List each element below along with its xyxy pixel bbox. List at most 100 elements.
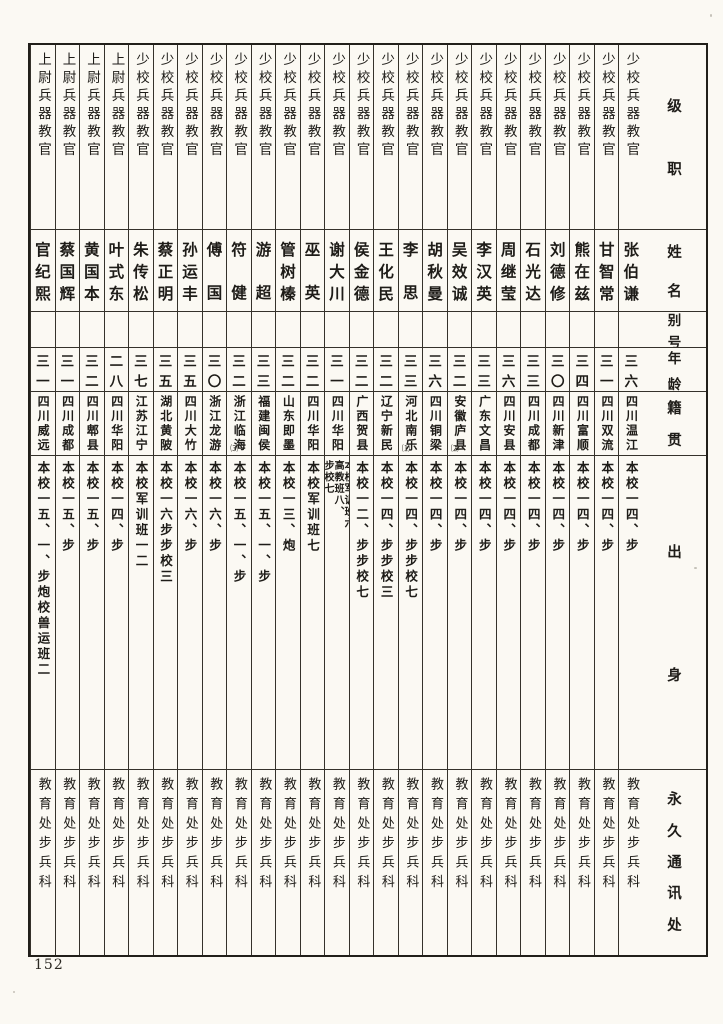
contact-text: 教育处步兵科 xyxy=(84,777,100,894)
rank-cell: 少校兵器教官 xyxy=(619,45,643,230)
rank-text: 少校兵器教官 xyxy=(182,52,199,160)
rank-cell: 少校兵器教官 xyxy=(300,45,325,230)
alias-cell xyxy=(594,312,619,348)
rank-cell: 上尉兵器教官 xyxy=(80,45,104,230)
contact-cell: 教育处步兵科 xyxy=(203,770,227,953)
background-cell: 本校一六、步 xyxy=(178,456,202,770)
native-place-text: 四川双流 xyxy=(600,395,615,453)
contact-text: 教育处步兵科 xyxy=(624,777,640,894)
header-native-place-label: 籍贯 xyxy=(667,401,682,449)
name-cell: 游超 xyxy=(251,230,276,312)
person-name: 叶式东 xyxy=(108,241,125,303)
contact-cell: 教育处步兵科 xyxy=(178,770,202,953)
native-place-text: 四川华阳 xyxy=(109,395,124,453)
header-background-label: 出身 xyxy=(667,544,682,684)
native-place-cell: 四川新津 xyxy=(545,392,570,456)
name-cell: 熊在兹 xyxy=(570,230,594,312)
native-place-text: 四川安县 xyxy=(501,395,516,453)
age-cell: 三二 xyxy=(349,348,374,392)
person-column: 少校兵器教官 石光达 三三 四川成都 本校一四、步 教育处步兵科 xyxy=(520,45,545,955)
person-column: 少校兵器教官 张伯谦 三六 四川温江 本校一四、步 教育处步兵科 xyxy=(618,45,643,955)
person-column: 少校兵器教官 熊在兹 三四 四川富顺 本校一四、步 教育处步兵科 xyxy=(569,45,594,955)
native-place-cell: 广东文昌 xyxy=(472,392,496,456)
background-cell: 本校一六、步 xyxy=(202,456,227,770)
contact-cell: 教育处步兵科 xyxy=(350,770,374,953)
contact-text: 教育处步兵科 xyxy=(526,777,541,894)
person-column: 上尉兵器教官 官纪熙 三一 四川威远 本校一五、一、步炮校兽运班二 教育处步兵科 xyxy=(30,45,55,955)
contact-text: 教育处步兵科 xyxy=(305,777,321,894)
rank-text: 少校兵器教官 xyxy=(280,52,297,160)
person-name: 侯金德 xyxy=(353,241,370,303)
rank-text: 少校兵器教官 xyxy=(353,52,370,160)
person-name: 官纪熙 xyxy=(35,241,51,303)
rank-text: 少校兵器教官 xyxy=(133,52,150,160)
native-place-cell: 四川富顺 xyxy=(570,392,594,456)
age-text: 三三 xyxy=(403,354,418,390)
rank-cell: 少校兵器教官 xyxy=(251,45,276,230)
native-place-text: 四川华阳 xyxy=(330,395,345,453)
background-text: 本校一五、一、步 xyxy=(231,461,247,585)
name-cell: 侯金德 xyxy=(349,230,374,312)
rank-text: 少校兵器教官 xyxy=(206,52,223,160)
rank-cell: 少校兵器教官 xyxy=(521,45,545,230)
name-cell: 巫英 xyxy=(300,230,325,312)
person-name: 管树榛 xyxy=(280,241,296,303)
rank-text: 上尉兵器教官 xyxy=(108,52,125,160)
contact-cell: 教育处步兵科 xyxy=(399,770,423,953)
name-cell: 朱传松 xyxy=(129,230,153,312)
rank-text: 少校兵器教官 xyxy=(623,52,640,160)
contact-text: 教育处步兵科 xyxy=(158,777,174,894)
age-text: 二八 xyxy=(109,354,124,390)
alias-cell xyxy=(349,312,374,348)
contact-cell: 教育处步兵科 xyxy=(595,770,619,953)
background-cell: 本校一五、步 xyxy=(55,456,80,770)
name-cell: 胡秋曼 xyxy=(423,230,447,312)
background-text: 本校一六步步校三 xyxy=(158,461,173,585)
contact-text: 教育处步兵科 xyxy=(60,777,76,894)
rank-text: 少校兵器教官 xyxy=(378,52,395,160)
contact-text: 教育处步兵科 xyxy=(329,777,345,894)
background-cell: 本校一四、步 xyxy=(496,456,521,770)
person-column: 少校兵器教官 蔡正明 三五 湖北黄陂 本校一六步步校三 教育处步兵科 xyxy=(152,45,178,955)
person-column: 少校兵器教官 王化民 三二 辽宁新民 本校一四、步步校三 教育处步兵科 xyxy=(373,45,398,955)
age-cell: 三五 xyxy=(178,348,202,392)
native-place-cell: 四川华阳 xyxy=(104,392,129,456)
rank-cell: 少校兵器教官 xyxy=(276,45,300,230)
background-text: 本校军训班七 xyxy=(305,461,321,554)
native-place-text: 广西贺县 xyxy=(354,395,369,453)
place-footnote-mark: ⑴ xyxy=(401,444,410,453)
background-cell: 本校一二、步步校七 xyxy=(349,456,374,770)
table-header-column: 级职 姓名 别号 年龄 籍贯 出身 永久通讯处 xyxy=(643,45,706,955)
contact-text: 教育处步兵科 xyxy=(550,777,566,894)
native-place-text: 四川铜梁 xyxy=(428,395,443,453)
background-text: 本校一四、步 xyxy=(550,461,566,554)
native-place-cell: 江苏江宁 xyxy=(129,392,153,456)
native-place-cell: 四川华阳 xyxy=(300,392,325,456)
native-place-cell: 四川威远 xyxy=(31,392,55,456)
age-text: 三三 xyxy=(256,354,271,390)
rank-cell: 少校兵器教官 xyxy=(472,45,496,230)
contact-cell: 教育处步兵科 xyxy=(227,770,251,953)
age-text: 三六 xyxy=(501,354,516,390)
background-cell: 本校一五、一、步 xyxy=(251,456,276,770)
person-name: 蔡正明 xyxy=(157,241,174,303)
alias-cell xyxy=(496,312,521,348)
background-text: 本校一四、步 xyxy=(476,461,492,554)
header-age-cell: 年龄 xyxy=(643,348,706,392)
age-text: 三一 xyxy=(36,354,50,390)
person-column: 少校兵器教官 符健 三二 浙江临海 ⑶ 本校一五、一、步 教育处步兵科 xyxy=(226,45,251,955)
name-cell: 官纪熙 xyxy=(31,230,55,312)
native-place-text: 四川新津 xyxy=(550,395,565,453)
background-cell: 本校一四、步 xyxy=(447,456,472,770)
rank-cell: 少校兵器教官 xyxy=(398,45,423,230)
background-text: 本校军训班六、 高教班八、 步校七 xyxy=(325,460,349,541)
name-cell: 甘智常 xyxy=(594,230,619,312)
alias-cell xyxy=(447,312,472,348)
contact-text: 教育处步兵科 xyxy=(403,777,419,894)
name-cell: 叶式东 xyxy=(104,230,129,312)
alias-cell xyxy=(55,312,80,348)
person-name: 黄国本 xyxy=(84,241,100,303)
contact-cell: 教育处步兵科 xyxy=(129,770,153,953)
rank-text: 少校兵器教官 xyxy=(157,52,174,160)
officer-roster-table: 级职 姓名 别号 年龄 籍贯 出身 永久通讯处 少校兵器教官 xyxy=(28,43,708,957)
